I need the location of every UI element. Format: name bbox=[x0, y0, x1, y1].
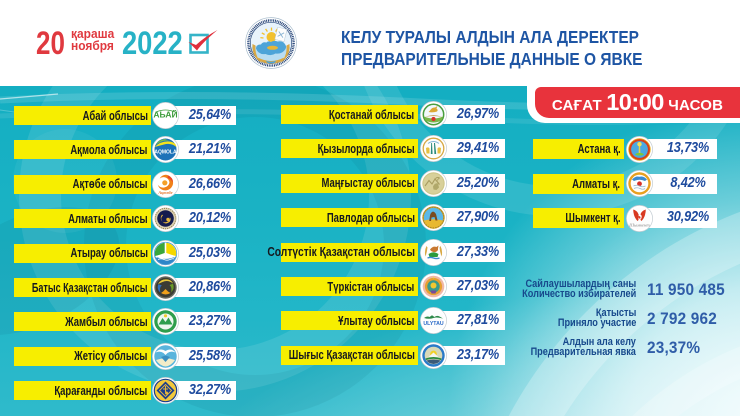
svg-text:Ақтөбе: Ақтөбе bbox=[158, 190, 173, 195]
svg-text:ULYTAU: ULYTAU bbox=[424, 321, 444, 327]
svg-text:AQMOLA: AQMOLA bbox=[155, 150, 178, 156]
svg-text:АЬАЙ: АЬАЙ bbox=[154, 109, 178, 120]
svg-text:Шымкент: Шымкент bbox=[628, 222, 650, 227]
